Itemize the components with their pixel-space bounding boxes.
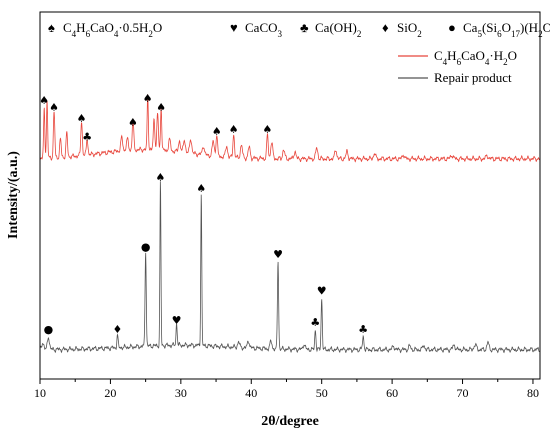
x-tick-label: 60 [386,386,398,400]
peak-marker-spade: ♠ [263,123,273,136]
x-axis-ticks: 10 20 30 40 50 60 70 80 [34,379,539,400]
peak-marker-heart: ♥ [273,248,283,261]
peak-marker-spade: ♠ [212,125,222,138]
peak-marker-spade: ♠ [143,92,153,105]
phase-legend-item: ♦ SiO2 [382,20,422,39]
phase-legend-symbol: ♠ [48,20,55,35]
x-tick-label: 80 [527,386,539,400]
peak-marker-spade: ♠ [155,171,165,184]
phase-legend-symbol: ♣ [300,20,309,35]
peak-marker-club: ♣ [310,316,320,329]
peak-marker-diamond: ♦ [113,323,123,336]
x-tick-label: 50 [316,386,328,400]
peak-marker-layer: ♠♠♠♣♠♠♠♠ ♠ ♠● ♦●♠♥♠♥♣♥♣ [39,92,368,336]
peak-marker-spade: ♠ [128,116,138,129]
peak-marker-circle: ● [141,241,151,254]
phase-legend-item: ♣ Ca(OH)2 [300,20,361,39]
phase-legend-label: CaCO3 [245,20,283,39]
phase-legend-symbol: ● [448,20,456,35]
peak-marker-spade: ♠ [156,101,166,114]
phase-legend-label: Ca5(Si6O17)(H2O)5 [463,20,550,39]
peak-marker-spade: ♠ [196,182,206,195]
phase-legend-item: ● Ca5(Si6O17)(H2O)5 [448,20,550,39]
phase-legend-symbol: ♦ [382,20,389,35]
x-tick-label: 40 [245,386,257,400]
peak-marker-spade: ♠ [77,112,87,125]
y-axis-title: Intensity/(a.u.) [6,151,21,239]
phase-legend-label: C4H6CaO4·0.5H2O [63,20,162,39]
peak-marker-spade: ♠ [229,123,239,136]
x-tick-label: 70 [457,386,469,400]
x-axis-title: 2θ/degree [261,414,319,429]
peak-marker-spade: ♠ [49,101,59,114]
series-line-repair-product [39,181,540,354]
x-tick-label: 30 [175,386,187,400]
peak-marker-spade: ♠ [39,94,49,107]
peak-marker-heart: ♥ [317,285,327,298]
peak-marker-heart: ♥ [172,314,182,327]
peak-marker-club: ♣ [82,130,92,143]
peak-marker-club: ♣ [358,323,368,336]
series-legend: C4H6CaO4·H2O Repair product [398,48,517,85]
phase-legend-item: ♥ CaCO3 [230,20,283,39]
series-legend-item: Repair product [398,70,512,85]
phase-legend-label: Ca(OH)2 [315,20,361,39]
series-legend-label: C4H6CaO4·H2O [434,48,517,67]
phase-legend-symbol: ♥ [230,20,238,35]
series-legend-item: C4H6CaO4·H2O [398,48,517,67]
phase-legend-label: SiO2 [397,20,422,39]
peak-marker-circle: ● [44,323,54,336]
series-line-reference [40,94,540,163]
phase-legend: ♠ C4H6CaO4·0.5H2O ♥ CaCO3 ♣ Ca(OH)2 ♦ SiO2 ● Ca5(… [48,20,550,39]
series-legend-label: Repair product [434,70,512,85]
x-tick-label: 20 [104,386,116,400]
phase-legend-item: ♠ C4H6CaO4·0.5H2O [48,20,162,39]
plot-frame [39,11,541,380]
x-tick-label: 10 [34,386,46,400]
series-layer [39,94,540,354]
